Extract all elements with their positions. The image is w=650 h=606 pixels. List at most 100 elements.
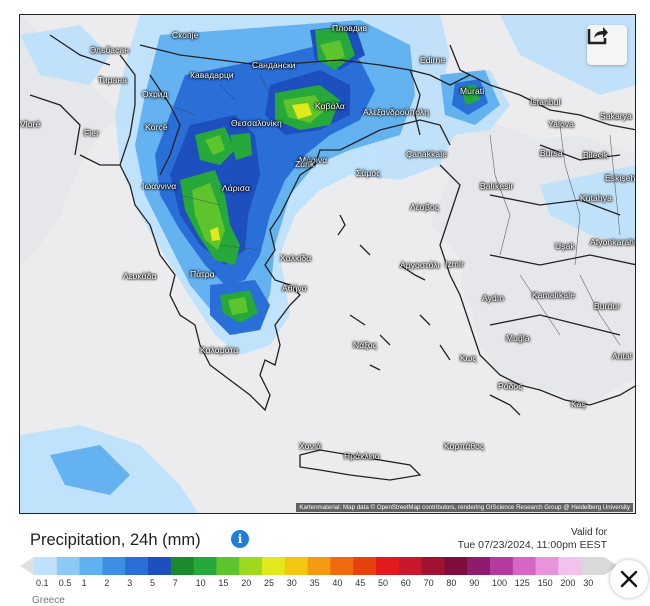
- city-label: Kaş: [571, 399, 586, 409]
- city-label: Αργοστόλι: [400, 260, 440, 270]
- scale-swatch: [330, 557, 354, 575]
- scale-swatch: [581, 557, 605, 575]
- scale-arrow-left: [20, 557, 34, 575]
- city-label: Vlorë: [20, 119, 41, 129]
- scale-label: 30: [286, 578, 297, 588]
- map-attribution: Kartenmaterial: Map data © OpenStreetMap…: [296, 503, 633, 512]
- info-icon[interactable]: i: [231, 530, 249, 548]
- city-label: Kamalıkale: [532, 290, 576, 300]
- scale-label: 35: [309, 578, 320, 588]
- scale-label: 2: [104, 578, 110, 588]
- scale-swatch: [79, 557, 103, 575]
- valid-time: Tue 07/23/2024, 11:00pm EEST: [457, 539, 607, 551]
- scale-label: 200: [560, 578, 576, 588]
- city-label: Λάρισα: [222, 183, 251, 193]
- scale-swatch: [216, 557, 240, 575]
- city-label: Αλεξανδρούπολη: [363, 107, 430, 117]
- scale-label: 15: [218, 578, 229, 588]
- scale-swatch: [239, 557, 263, 575]
- color-scale: [20, 557, 618, 575]
- city-label: Izmir: [445, 259, 464, 269]
- scale-label: 125: [514, 578, 530, 588]
- scale-swatch: [170, 557, 195, 575]
- city-label: Χαλκίδα: [280, 253, 312, 263]
- color-scale-labels: 0.1 0.5 1 2 3 5 7 10 15 20 25 30 35 40 45 50 60 70 80 90 100…: [0, 578, 650, 590]
- legend-title: Precipitation, 24h (mm): [30, 531, 201, 549]
- city-label: Sakarya: [600, 111, 632, 121]
- city-label: Kütahya: [580, 193, 612, 203]
- scale-swatch: [284, 557, 309, 575]
- scale-swatch: [535, 557, 559, 575]
- scale-swatch: [467, 557, 491, 575]
- scale-swatch: [398, 557, 423, 575]
- city-label: Bilecik: [583, 150, 609, 160]
- valid-for-label: Valid for: [571, 527, 607, 538]
- scale-swatch: [56, 557, 81, 575]
- scale-swatch: [262, 557, 286, 575]
- city-label: Κως: [460, 353, 477, 363]
- scale-label: 10: [195, 578, 206, 588]
- scale-swatch: [102, 557, 126, 575]
- scale-swatch: [34, 557, 58, 575]
- scale-label: 0.5: [58, 578, 72, 588]
- scale-label: 150: [537, 578, 553, 588]
- city-label: Aydın: [482, 293, 505, 303]
- city-label: Fier: [84, 128, 100, 138]
- city-label: Καρπάθος: [444, 441, 485, 451]
- share-icon: [587, 27, 608, 45]
- scale-swatch: [444, 557, 468, 575]
- scale-swatch: [490, 557, 514, 575]
- city-label: Murati: [460, 86, 485, 96]
- city-label: Кавадарци: [190, 70, 234, 80]
- region-label: Greece: [32, 595, 65, 606]
- city-label: Скопје: [172, 30, 199, 40]
- city-label: Σάμος: [356, 168, 381, 178]
- scale-swatch: [148, 557, 172, 575]
- city-label: Burdur: [594, 301, 621, 311]
- city-label: Μύρινα: [299, 155, 328, 165]
- city-label: Muğla: [506, 333, 530, 343]
- city-label: Эльбасан: [90, 45, 130, 55]
- city-label: Yalova: [548, 119, 574, 129]
- city-label: Сандански: [252, 60, 296, 70]
- city-label: Balıkesir: [480, 181, 514, 191]
- scale-swatch: [193, 557, 217, 575]
- scale-label: 3: [127, 578, 133, 588]
- precipitation-map: [20, 15, 635, 513]
- close-button[interactable]: [610, 560, 648, 598]
- city-label: Ιωάννινα: [142, 181, 177, 191]
- city-label: Χανιά: [299, 441, 322, 451]
- city-label: Afyonkarahisar: [590, 237, 636, 247]
- scale-swatch: [558, 557, 582, 575]
- city-label: Καβάλα: [315, 101, 345, 111]
- scale-label: 80: [446, 578, 457, 588]
- scale-swatch: [512, 557, 537, 575]
- city-label: Zurik: [295, 159, 315, 169]
- city-label: Uşak: [555, 241, 575, 251]
- city-label: Λευκάδα: [123, 271, 157, 281]
- scale-swatch: [376, 557, 400, 575]
- scale-label: 0.1: [36, 578, 49, 588]
- scale-label: 30: [583, 578, 594, 588]
- city-label: Πάτρα: [190, 269, 215, 279]
- scale-label: 7: [172, 578, 178, 588]
- scale-label: 25: [264, 578, 275, 588]
- scale-label: 70: [423, 578, 434, 588]
- scale-label: 5: [150, 578, 156, 588]
- scale-label: 90: [469, 578, 480, 588]
- scale-label: 50: [378, 578, 389, 588]
- scale-label: 40: [332, 578, 343, 588]
- share-button[interactable]: [587, 25, 627, 65]
- map-view[interactable]: Скопје Пловдив Эльбасан Тирана Кавадарци…: [19, 14, 636, 514]
- city-label: Охрид: [142, 89, 168, 99]
- city-label: Korçë: [145, 122, 168, 132]
- city-label: İstanbul: [530, 97, 561, 107]
- city-label: Θεσσαλονίκη: [231, 118, 282, 128]
- city-label: Λέσβος: [410, 202, 440, 212]
- scale-label: 100: [492, 578, 508, 588]
- scale-arrow-right: [604, 557, 618, 575]
- city-label: Ρόδος: [498, 381, 523, 391]
- scale-swatch: [353, 557, 377, 575]
- city-label: Edirne: [420, 55, 446, 65]
- close-icon: [620, 570, 638, 588]
